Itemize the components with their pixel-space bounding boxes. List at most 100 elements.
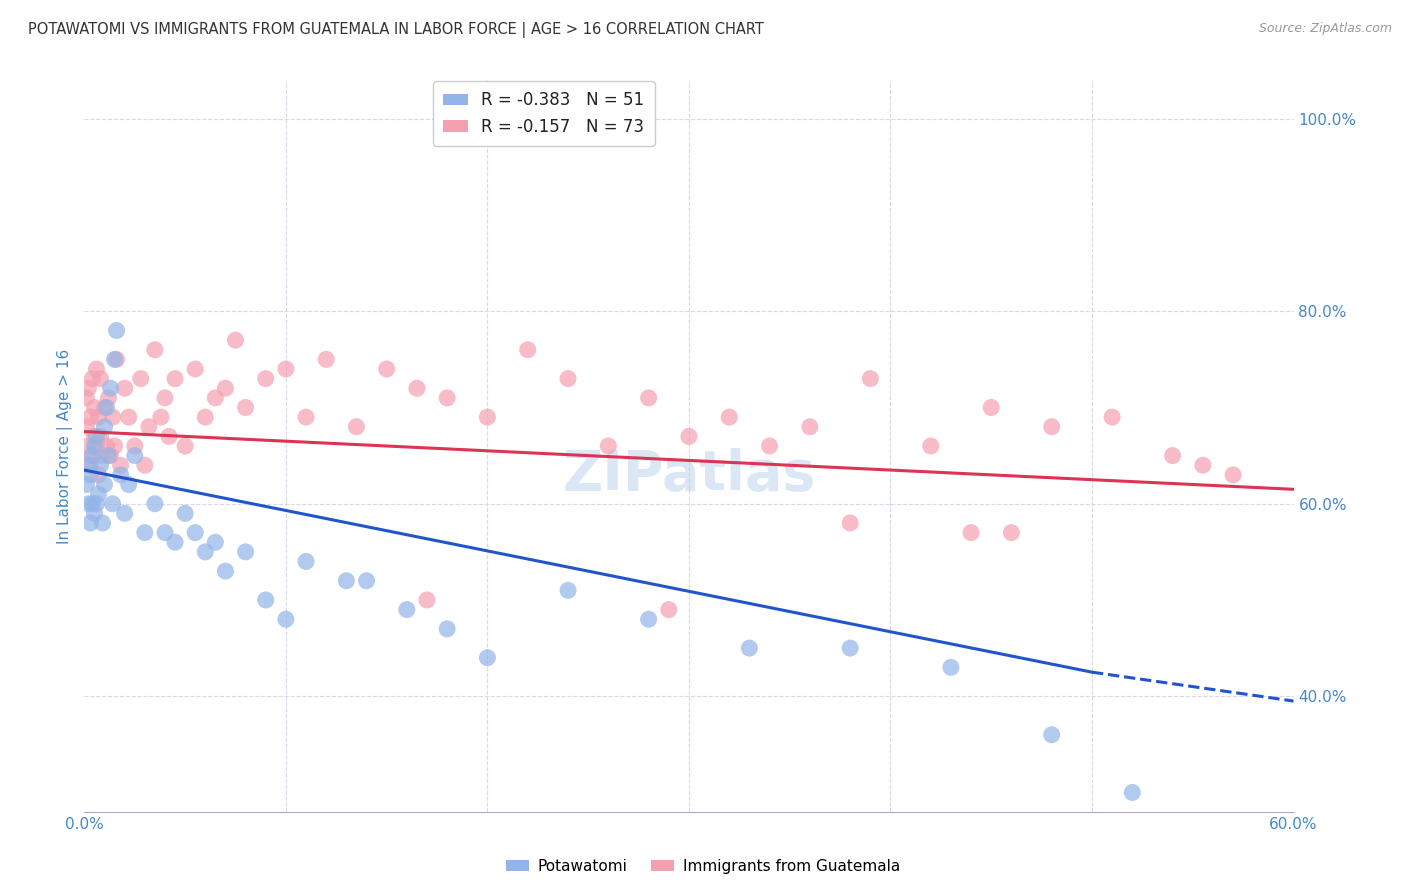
Point bbox=[83, 439, 105, 453]
Point bbox=[637, 612, 659, 626]
Point bbox=[91, 516, 114, 530]
Point bbox=[77, 439, 100, 453]
Point bbox=[235, 401, 257, 415]
Point bbox=[75, 419, 97, 434]
Point bbox=[79, 516, 101, 530]
Point bbox=[416, 593, 439, 607]
Text: POTAWATOMI VS IMMIGRANTS FROM GUATEMALA IN LABOR FORCE | AGE > 16 CORRELATION CH: POTAWATOMI VS IMMIGRANTS FROM GUATEMALA … bbox=[28, 22, 763, 38]
Legend: R = -0.383   N = 51, R = -0.157   N = 73: R = -0.383 N = 51, R = -0.157 N = 73 bbox=[433, 81, 655, 145]
Point bbox=[557, 371, 579, 385]
Y-axis label: In Labor Force | Age > 16: In Labor Force | Age > 16 bbox=[58, 349, 73, 543]
Point bbox=[79, 467, 101, 482]
Text: Source: ZipAtlas.com: Source: ZipAtlas.com bbox=[1258, 22, 1392, 36]
Point bbox=[77, 458, 100, 473]
Point bbox=[82, 449, 104, 463]
Point bbox=[143, 343, 166, 357]
Point bbox=[134, 525, 156, 540]
Point bbox=[1101, 410, 1123, 425]
Point bbox=[93, 401, 115, 415]
Point bbox=[75, 477, 97, 491]
Point bbox=[143, 497, 166, 511]
Legend: Potawatomi, Immigrants from Guatemala: Potawatomi, Immigrants from Guatemala bbox=[499, 853, 907, 880]
Point bbox=[87, 410, 110, 425]
Point bbox=[83, 507, 105, 521]
Point bbox=[105, 324, 128, 338]
Point bbox=[1040, 728, 1063, 742]
Point bbox=[79, 410, 101, 425]
Point bbox=[839, 516, 862, 530]
Point bbox=[254, 371, 277, 385]
Point bbox=[920, 439, 942, 453]
Point bbox=[86, 429, 108, 443]
Point bbox=[225, 333, 247, 347]
Point bbox=[79, 458, 101, 473]
Point bbox=[295, 554, 318, 568]
Point bbox=[315, 352, 337, 367]
Point bbox=[678, 429, 700, 443]
Point bbox=[89, 458, 111, 473]
Point bbox=[165, 371, 187, 385]
Point bbox=[406, 381, 429, 395]
Point bbox=[165, 535, 187, 549]
Point bbox=[960, 525, 983, 540]
Point bbox=[375, 362, 398, 376]
Point bbox=[105, 352, 128, 367]
Point bbox=[104, 439, 127, 453]
Point bbox=[395, 602, 418, 616]
Point bbox=[86, 362, 108, 376]
Point bbox=[335, 574, 357, 588]
Point bbox=[129, 371, 152, 385]
Point bbox=[235, 545, 257, 559]
Point bbox=[97, 449, 120, 463]
Point bbox=[214, 564, 236, 578]
Point bbox=[477, 650, 499, 665]
Point bbox=[87, 487, 110, 501]
Point bbox=[980, 401, 1002, 415]
Point bbox=[839, 641, 862, 656]
Point bbox=[77, 497, 100, 511]
Point bbox=[104, 352, 127, 367]
Point bbox=[758, 439, 780, 453]
Point bbox=[1121, 785, 1143, 799]
Point bbox=[1000, 525, 1022, 540]
Point bbox=[83, 429, 105, 443]
Point bbox=[89, 429, 111, 443]
Point bbox=[124, 439, 146, 453]
Point bbox=[110, 467, 132, 482]
Point bbox=[274, 362, 297, 376]
Point bbox=[93, 477, 115, 491]
Point bbox=[718, 410, 741, 425]
Point bbox=[738, 641, 761, 656]
Point bbox=[100, 381, 122, 395]
Point bbox=[174, 507, 197, 521]
Point bbox=[194, 410, 217, 425]
Point bbox=[1192, 458, 1215, 473]
Point bbox=[124, 449, 146, 463]
Point bbox=[93, 419, 115, 434]
Point bbox=[91, 449, 114, 463]
Point bbox=[174, 439, 197, 453]
Point bbox=[204, 391, 226, 405]
Point bbox=[75, 391, 97, 405]
Point bbox=[101, 410, 124, 425]
Point bbox=[477, 410, 499, 425]
Point bbox=[114, 381, 136, 395]
Point bbox=[1161, 449, 1184, 463]
Point bbox=[799, 419, 821, 434]
Point bbox=[118, 477, 141, 491]
Point bbox=[77, 381, 100, 395]
Point bbox=[274, 612, 297, 626]
Point bbox=[1040, 419, 1063, 434]
Point bbox=[859, 371, 882, 385]
Point bbox=[82, 449, 104, 463]
Point bbox=[214, 381, 236, 395]
Point bbox=[184, 525, 207, 540]
Point bbox=[1222, 467, 1244, 482]
Point bbox=[204, 535, 226, 549]
Point bbox=[83, 401, 105, 415]
Point bbox=[557, 583, 579, 598]
Point bbox=[516, 343, 538, 357]
Point bbox=[118, 410, 141, 425]
Point bbox=[82, 371, 104, 385]
Point bbox=[153, 391, 176, 405]
